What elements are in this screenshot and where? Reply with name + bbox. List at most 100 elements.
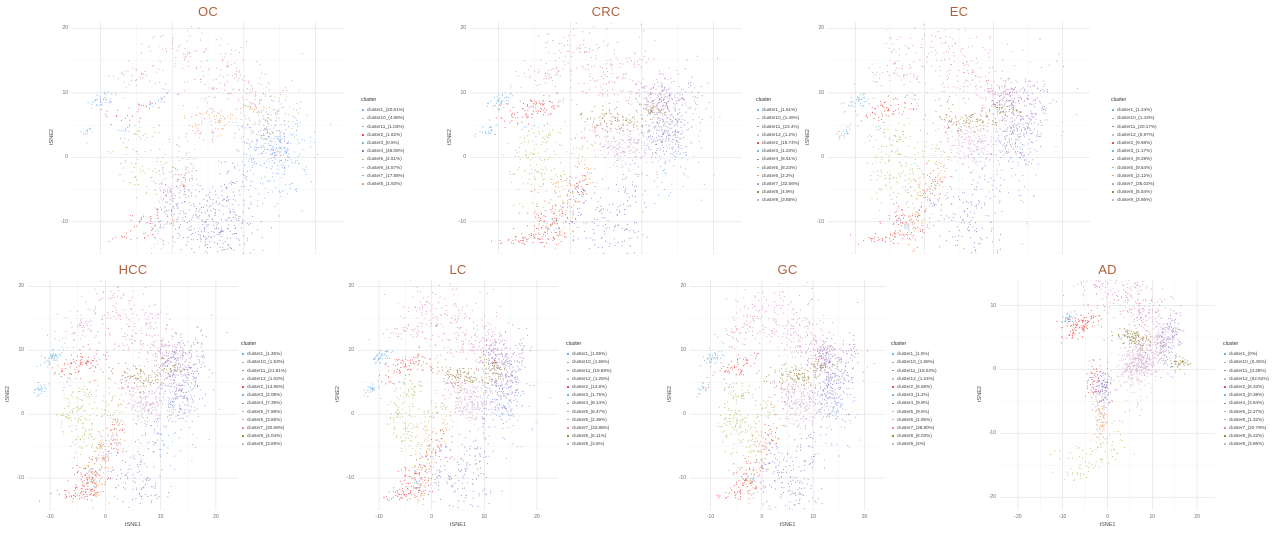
legend-item[interactable]: cluster8_(1.93%)	[360, 180, 404, 188]
legend-item[interactable]: cluster11_(20.17%)	[1110, 123, 1157, 131]
legend-item[interactable]: cluster5_(8.47%)	[565, 408, 612, 416]
legend-item[interactable]: cluster3_(1.2%)	[890, 391, 937, 399]
legend-item[interactable]: cluster12_(1.02%)	[240, 375, 287, 383]
y-tick-label: 10	[680, 347, 686, 354]
legend-item[interactable]: cluster8_(6.03%)	[890, 432, 937, 440]
legend-item[interactable]: cluster2_(14.95%)	[240, 383, 287, 391]
legend-item[interactable]: cluster4_(8.51%)	[755, 155, 799, 163]
legend-item[interactable]: cluster4_(45.08%)	[360, 147, 404, 155]
legend-item[interactable]: cluster10_(1.55%)	[565, 358, 612, 366]
legend-item[interactable]: cluster4_(3.84%)	[1222, 399, 1269, 407]
legend-item[interactable]: cluster10_(1.58%)	[890, 358, 937, 366]
legend-item[interactable]: cluster6_(3.66%)	[240, 416, 287, 424]
legend-swatch-dot-icon	[360, 106, 367, 114]
legend-item[interactable]: cluster7_(35.90%)	[890, 424, 937, 432]
legend-item[interactable]: cluster12_(1.24%)	[890, 375, 937, 383]
cluster-group	[558, 170, 648, 254]
legend-item[interactable]: cluster11_(21.81%)	[240, 367, 287, 375]
y-tick-label: 10	[62, 89, 68, 96]
legend-item[interactable]: cluster4_(9.9%)	[890, 399, 937, 407]
legend-item[interactable]: cluster2_(6.33%)	[1222, 383, 1269, 391]
legend-item[interactable]: cluster12_(0.97%)	[1110, 131, 1157, 139]
legend-item[interactable]: cluster4_(8.14%)	[565, 399, 612, 407]
legend-swatch-dot-icon	[890, 416, 897, 424]
legend-item[interactable]: cluster1_(0%)	[1222, 350, 1269, 358]
legend-item[interactable]: cluster12_(52.62%)	[1222, 375, 1269, 383]
legend-item[interactable]: cluster3_(2.08%)	[240, 391, 287, 399]
legend-item[interactable]: cluster1_(1.5%)	[890, 350, 937, 358]
legend-item[interactable]: cluster2_(12.8%)	[565, 383, 612, 391]
legend-item[interactable]: cluster11_(18.02%)	[890, 367, 937, 375]
legend-item[interactable]: cluster10_(1.43%)	[1110, 114, 1157, 122]
cluster-group	[946, 117, 1004, 173]
legend-swatch-dot-icon	[1110, 180, 1117, 188]
legend-item[interactable]: cluster5_(7.98%)	[240, 408, 287, 416]
legend-item[interactable]: cluster3_(0.38%)	[1222, 391, 1269, 399]
legend-item[interactable]: cluster5_(2.27%)	[1222, 408, 1269, 416]
legend-item[interactable]: cluster5_(9.5%)	[890, 408, 937, 416]
panel-title-lc: LC	[449, 262, 467, 277]
legend-item[interactable]: cluster8_(4.9%)	[755, 188, 799, 196]
legend-item[interactable]: cluster12_(1.2%)	[755, 131, 799, 139]
legend-item-label: cluster6_(2.12%)	[1117, 172, 1152, 178]
legend-item[interactable]: cluster3_(0.5%)	[360, 139, 404, 147]
legend-item[interactable]: cluster7_(33.88%)	[565, 424, 612, 432]
legend-item[interactable]: cluster6_(2.2%)	[755, 172, 799, 180]
legend-item[interactable]: cluster9_(3.85%)	[755, 196, 799, 204]
legend-item[interactable]: cluster6_(1.85%)	[890, 416, 937, 424]
legend-item[interactable]: cluster8_(5.54%)	[1110, 188, 1157, 196]
legend-item[interactable]: cluster3_(1.75%)	[565, 391, 612, 399]
legend-item[interactable]: cluster6_(1.32%)	[1222, 416, 1269, 424]
legend-item[interactable]: cluster11_(19.59%)	[565, 367, 612, 375]
legend-swatch-dot-icon	[755, 106, 762, 114]
legend-item[interactable]: cluster6_(2.12%)	[1110, 172, 1157, 180]
legend-item[interactable]: cluster10_(1.49%)	[755, 114, 799, 122]
legend-item[interactable]: cluster8_(6.11%)	[565, 432, 612, 440]
legend-item[interactable]: cluster10_(4.98%)	[360, 114, 404, 122]
legend-item[interactable]: cluster5_(8.23%)	[755, 164, 799, 172]
legend-item[interactable]: cluster9_(3.86%)	[1222, 440, 1269, 448]
legend-item[interactable]: cluster1_(20.61%)	[360, 106, 404, 114]
legend-item-label: cluster3_(1.17%)	[1117, 148, 1152, 154]
legend-item[interactable]: cluster11_(3.29%)	[1222, 367, 1269, 375]
legend-item[interactable]: cluster3_(1.23%)	[755, 147, 799, 155]
legend-title: cluster	[891, 341, 907, 347]
legend-item[interactable]: cluster10_(1.53%)	[240, 358, 287, 366]
x-tick-label: 10	[157, 514, 164, 520]
legend-item[interactable]: cluster4_(7.39%)	[240, 399, 287, 407]
legend-item[interactable]: cluster7_(30.59%)	[240, 424, 287, 432]
legend-item[interactable]: cluster7_(20.79%)	[1222, 424, 1269, 432]
legend-item[interactable]: cluster2_(19.74%)	[755, 139, 799, 147]
legend-item[interactable]: cluster1_(1.55%)	[565, 350, 612, 358]
x-axis-title: tSNE1	[779, 522, 796, 528]
legend-item[interactable]: cluster8_(4.04%)	[240, 432, 287, 440]
legend-item[interactable]: cluster1_(1.35%)	[240, 350, 287, 358]
legend-item[interactable]: cluster9_(3.6%)	[565, 440, 612, 448]
legend-item[interactable]: cluster11_(23.4%)	[755, 123, 799, 131]
legend-item[interactable]: cluster2_(9.68%)	[1110, 139, 1157, 147]
legend-item[interactable]: cluster11_(1.03%)	[360, 123, 404, 131]
legend-item[interactable]: cluster1_(1.61%)	[755, 106, 799, 114]
legend-swatch-dot-icon	[240, 358, 247, 366]
legend-item[interactable]: cluster8_(6.22%)	[1222, 432, 1269, 440]
legend-item[interactable]: cluster2_(6.58%)	[890, 383, 937, 391]
legend-item[interactable]: cluster7_(17.88%)	[360, 172, 404, 180]
legend-item[interactable]: cluster5_(2.51%)	[360, 155, 404, 163]
legend-item[interactable]: cluster9_(3.86%)	[1110, 196, 1157, 204]
legend-item[interactable]: cluster6_(4.57%)	[360, 164, 404, 172]
legend-item[interactable]: cluster7_(35.02%)	[1110, 180, 1157, 188]
legend-item[interactable]: cluster9_(3.69%)	[240, 440, 287, 448]
cluster-group	[858, 94, 1064, 245]
legend-item-label: cluster9_(3.86%)	[1117, 197, 1152, 203]
legend-item[interactable]: cluster3_(1.17%)	[1110, 147, 1157, 155]
legend-item[interactable]: cluster6_(2.38%)	[565, 416, 612, 424]
legend-item[interactable]: cluster2_(1.82%)	[360, 131, 404, 139]
legend-item[interactable]: cluster1_(1.24%)	[1110, 106, 1157, 114]
legend-item[interactable]: cluster7_(32.56%)	[755, 180, 799, 188]
legend-item[interactable]: cluster5_(9.54%)	[1110, 164, 1157, 172]
legend-item[interactable]: cluster4_(9.28%)	[1110, 155, 1157, 163]
legend-item[interactable]: cluster10_(0.45%)	[1222, 358, 1269, 366]
legend-item[interactable]: cluster9_(4%)	[890, 440, 937, 448]
legend-item[interactable]: cluster12_(1.25%)	[565, 375, 612, 383]
x-tick-label: 10	[481, 514, 488, 520]
